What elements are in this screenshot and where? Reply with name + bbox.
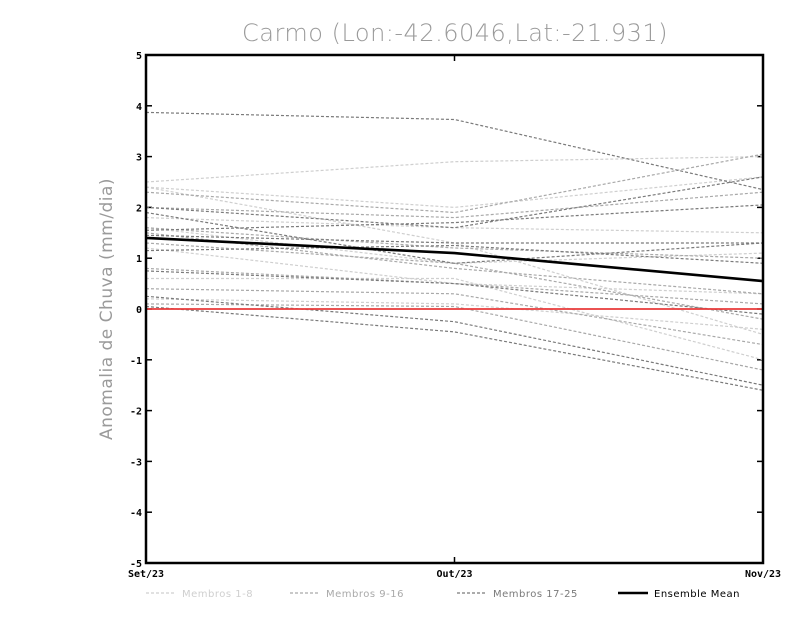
legend-label-4: Ensemble Mean <box>654 589 740 600</box>
y-tick-label: 4 <box>136 102 142 113</box>
y-tick-label: 3 <box>136 153 142 164</box>
member-series-line-22 <box>145 244 764 264</box>
member-series-line-13 <box>145 242 764 320</box>
y-tick-label: -4 <box>130 508 142 519</box>
legend-label-2: Membros 9-16 <box>326 589 404 600</box>
plot-area: -5 -4 -3 -2 -1 0 1 2 3 4 5 Set/23 Out/23 Nov/23 <box>128 51 781 580</box>
member-series-line-1 <box>145 156 764 183</box>
member-series-line-16 <box>145 303 764 371</box>
member-series-line-8 <box>145 298 764 330</box>
y-tick-label: -2 <box>130 407 142 418</box>
ensemble-mean-line <box>145 236 764 283</box>
member-series-line-21 <box>145 234 763 244</box>
member-series-line-3 <box>145 186 764 335</box>
member-series-line-25 <box>145 305 764 391</box>
x-tick-label: Set/23 <box>128 569 164 580</box>
y-tick-label: 0 <box>136 305 142 316</box>
member-series-line-6 <box>145 247 764 295</box>
member-series-line-19 <box>145 211 764 264</box>
plot-frame <box>144 53 765 565</box>
member-series-line-17 <box>145 111 764 191</box>
y-tick-label: 1 <box>136 254 142 265</box>
member-series-line-18 <box>145 176 764 229</box>
member-series-line-12 <box>145 232 764 295</box>
y-tick-label: 2 <box>136 203 142 214</box>
y-tick-label: -1 <box>130 356 142 367</box>
y-tick-label: -3 <box>130 457 142 468</box>
y-axis-label: Anomalia de Chuva (mm/dia) <box>97 178 117 440</box>
member-series-line-2 <box>145 176 764 209</box>
member-series-line-9 <box>145 153 764 214</box>
member-series-line-14 <box>145 267 764 305</box>
member-series-line-7 <box>146 277 764 361</box>
x-tick-label: Out/23 <box>436 569 472 580</box>
legend-label-1: Membros 1-8 <box>182 589 253 600</box>
chart-title: Carmo (Lon:-42.6046,Lat:-21.931) <box>242 19 668 47</box>
member-series-line-4 <box>145 217 764 234</box>
member-series-line-23 <box>145 270 764 315</box>
x-tick-label: Nov/23 <box>745 569 781 580</box>
member-series-line-5 <box>145 227 764 264</box>
y-tick-label: 5 <box>136 51 142 62</box>
member-series-line-20 <box>145 204 764 231</box>
legend-label-3: Membros 17-25 <box>493 589 578 600</box>
member-series-line-15 <box>145 288 764 346</box>
member-series-line-10 <box>145 191 764 219</box>
y-tick-label: -5 <box>130 559 142 570</box>
legend: Membros 1-8 Membros 9-16 Membros 17-25 Ense… <box>146 589 740 600</box>
